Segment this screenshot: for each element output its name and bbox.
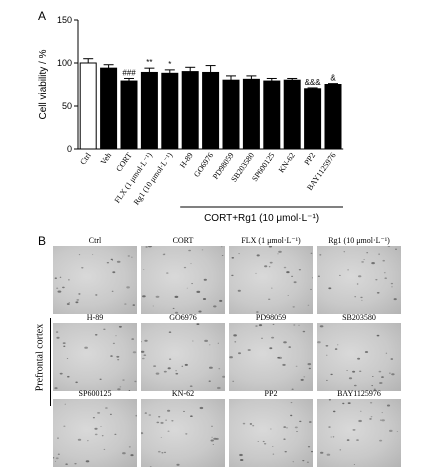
micrograph-title: KN-62 [171, 389, 195, 398]
panel-b-letter: B [38, 234, 47, 248]
y-tick-label: 50 [62, 101, 72, 111]
micrograph-title: BAY1125976 [337, 389, 381, 398]
significance-label: & [330, 74, 336, 83]
micrograph-title: Ctrl [88, 236, 102, 245]
micrograph-title: H-89 [86, 313, 104, 322]
micrograph-image [229, 246, 313, 314]
panel-a-letter: A [38, 9, 47, 23]
side-bracket [50, 318, 51, 406]
micrograph-title: FLX (1 μmol·L⁻¹) [241, 236, 301, 245]
micrograph-title: PP2 [264, 389, 278, 398]
micrograph-image [141, 399, 225, 467]
group-label: CORT+Rg1 (10 μmol·L⁻¹) [204, 213, 319, 224]
y-axis-label: Cell viability / % [38, 49, 49, 119]
micrograph-image [317, 323, 401, 391]
micrograph-image [317, 246, 401, 314]
micrograph-image [53, 399, 137, 467]
micrograph-image [53, 323, 137, 391]
micrograph-image [229, 399, 313, 467]
y-tick-label: 150 [57, 15, 72, 25]
micrograph-title: SP600125 [78, 389, 112, 398]
micrograph-title: CORT [172, 236, 194, 245]
micrograph-image [141, 323, 225, 391]
y-tick-label: 100 [57, 58, 72, 68]
micrograph-image [53, 246, 137, 314]
side-label: Prefrontal cortex [34, 323, 46, 392]
significance-label: &&& [305, 78, 322, 87]
micrograph-title: Rg1 (10 μmol·L⁻¹) [328, 236, 390, 245]
micrograph-image [317, 399, 401, 467]
significance-label: ### [122, 68, 136, 77]
micrograph-image [229, 323, 313, 391]
y-tick-label: 0 [67, 144, 72, 154]
micrograph-title: GO6976 [169, 313, 197, 322]
micrograph-title: PD98059 [255, 313, 287, 322]
significance-label: ** [146, 58, 152, 67]
significance-label: * [168, 60, 171, 69]
micrograph-image [141, 246, 225, 314]
micrograph-title: SB203580 [342, 313, 376, 322]
